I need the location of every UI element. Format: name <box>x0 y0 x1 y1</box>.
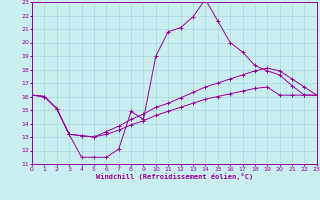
X-axis label: Windchill (Refroidissement éolien,°C): Windchill (Refroidissement éolien,°C) <box>96 173 253 180</box>
